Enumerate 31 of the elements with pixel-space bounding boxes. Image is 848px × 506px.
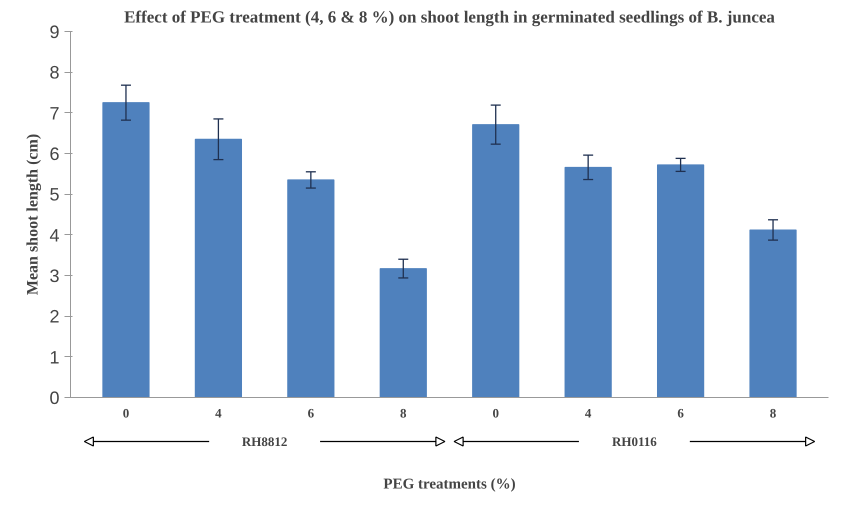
bar — [380, 268, 427, 398]
y-tick-label: 8 — [49, 62, 60, 83]
bar — [564, 166, 612, 398]
bar — [472, 124, 520, 398]
x-axis-title: PEG treatments (%) — [383, 476, 516, 492]
y-tick-label: 4 — [49, 225, 60, 246]
y-tick-label: 0 — [49, 388, 60, 408]
x-tick-label: 6 — [677, 406, 684, 420]
y-tick-label: 9 — [49, 22, 60, 42]
x-tick-label: 0 — [492, 406, 499, 420]
y-axis-title: Mean shoot length (cm) — [24, 134, 42, 296]
bar — [656, 164, 704, 398]
bar — [287, 179, 334, 398]
x-tick-label: 8 — [770, 406, 777, 420]
x-tick-label: 6 — [308, 406, 315, 420]
bar — [194, 138, 242, 398]
y-tick-label: 1 — [49, 347, 60, 368]
y-tick-label: 5 — [49, 184, 60, 205]
text: RH0116 — [612, 434, 658, 449]
y-tick-label: 6 — [49, 144, 60, 164]
chart-title: Effect of PEG treatment (4, 6 & 8 %) on shoot length in germinated seedlings of B. juncea — [124, 8, 776, 26]
x-tick-label: 4 — [215, 406, 222, 420]
x-tick-label: 8 — [400, 406, 408, 420]
y-tick-label: 7 — [49, 103, 60, 124]
y-tick-label: 3 — [49, 266, 60, 286]
bar — [749, 229, 797, 398]
x-tick-label: 4 — [584, 406, 592, 420]
bar — [102, 102, 150, 398]
text: RH8812 — [242, 434, 288, 449]
x-tick-label: 0 — [122, 406, 130, 420]
y-tick-label: 2 — [49, 306, 60, 327]
